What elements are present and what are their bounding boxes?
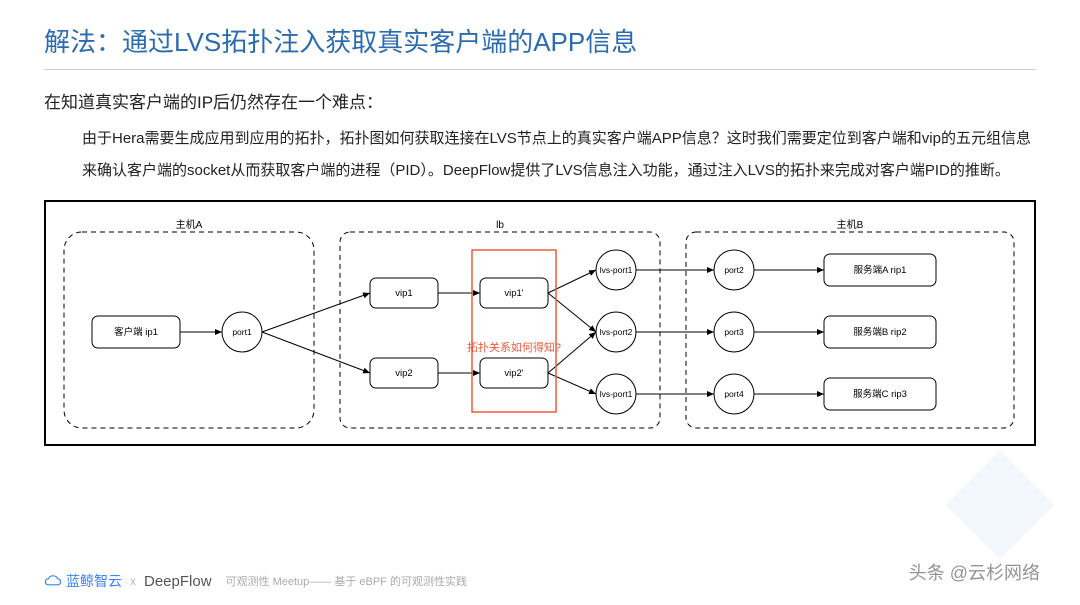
svg-text:lvs-port1: lvs-port1 [600, 265, 633, 275]
separator-x: x [130, 574, 136, 588]
svg-text:port1: port1 [232, 327, 252, 337]
cloud-icon [44, 574, 62, 588]
svg-text:vip1: vip1 [395, 288, 412, 299]
svg-text:port3: port3 [724, 327, 744, 337]
lead-text: 在知道真实客户端的IP后仍然存在一个难点： [44, 88, 1036, 113]
svg-text:lvs-port2: lvs-port2 [600, 327, 633, 337]
svg-text:客户端 ip1: 客户端 ip1 [114, 326, 158, 338]
logo-bking-text: 蓝鲸智云 [66, 571, 122, 591]
slide-title: 解法：通过LVS拓扑注入获取真实客户端的APP信息 [0, 0, 1080, 69]
svg-text:服务端B rip2: 服务端B rip2 [853, 326, 906, 338]
svg-text:vip2: vip2 [395, 368, 412, 379]
footer-note: 可观测性 Meetup—— 基于 eBPF 的可观测性实践 [226, 573, 467, 589]
logo-deepflow: DeepFlow [144, 573, 212, 590]
svg-text:服务端C rip3: 服务端C rip3 [853, 388, 907, 400]
diagram-container: 主机A lb 主机B 拓扑关系如何得知? 客户端 ip1 port1 vip1 vip2 vip… [44, 200, 1036, 446]
svg-text:拓扑关系如何得知?: 拓扑关系如何得知? [467, 340, 561, 354]
footer: 蓝鲸智云 x DeepFlow 可观测性 Meetup—— 基于 eBPF 的可… [44, 571, 467, 591]
svg-text:vip2': vip2' [504, 368, 523, 379]
svg-text:主机B: 主机B [837, 218, 864, 231]
svg-text:lb: lb [496, 220, 504, 231]
paragraph: 由于Hera需要生成应用到应用的拓扑，拓扑图如何获取连接在LVS节点上的真实客户… [44, 123, 1036, 186]
svg-text:主机A: 主机A [176, 218, 203, 231]
svg-text:port4: port4 [724, 389, 744, 399]
svg-text:vip1': vip1' [504, 288, 523, 299]
svg-text:port2: port2 [724, 265, 744, 275]
topology-diagram: 主机A lb 主机B 拓扑关系如何得知? 客户端 ip1 port1 vip1 vip2 vip… [54, 210, 1024, 436]
body-text: 在知道真实客户端的IP后仍然存在一个难点： 由于Hera需要生成应用到应用的拓扑… [0, 88, 1080, 186]
watermark: 头条 @云杉网络 [909, 559, 1040, 585]
logo-bking: 蓝鲸智云 [44, 571, 122, 591]
svg-text:lvs-port1: lvs-port1 [600, 389, 633, 399]
title-underline [44, 69, 1036, 70]
bg-decoration [940, 445, 1060, 565]
svg-text:服务端A rip1: 服务端A rip1 [854, 264, 907, 276]
